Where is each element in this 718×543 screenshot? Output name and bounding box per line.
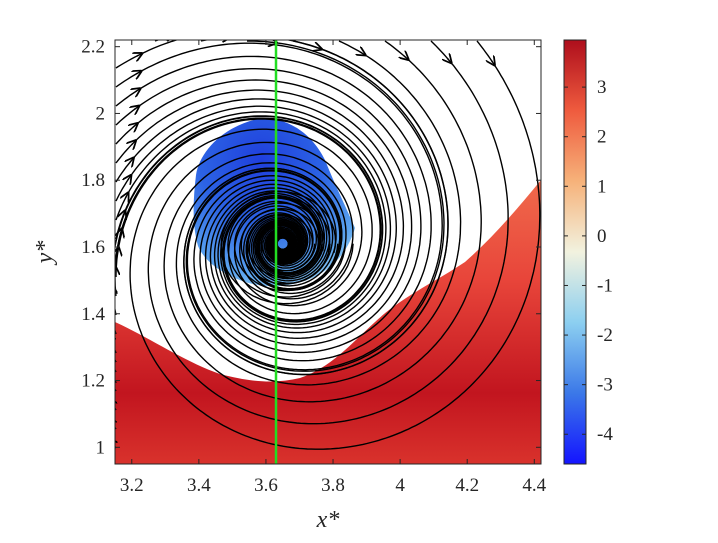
x-tick-label: 3.4: [187, 475, 211, 496]
x-tick-label: 3.8: [321, 475, 345, 496]
y-tick-label: 1.2: [81, 371, 105, 392]
streamline-arrow: [128, 178, 129, 180]
x-axis-title: x*: [316, 507, 340, 533]
y-tick-label: 2: [96, 103, 106, 124]
streamline-arrow: [111, 442, 112, 444]
streamline-arrow: [316, 47, 318, 48]
streamline-arrow: [125, 196, 126, 198]
colorbar-tick-label: -3: [597, 375, 613, 396]
colorbar-tick-label: -2: [597, 325, 613, 346]
streamline-arrow: [111, 402, 112, 404]
x-tick-label: 3.2: [120, 475, 144, 496]
y-axis-title: y*: [32, 241, 58, 266]
x-tick-label: 3.6: [254, 475, 278, 496]
y-tick-label: 1.6: [81, 237, 105, 258]
plot-area: [110, 36, 541, 464]
colorbar-tick-label: 1: [597, 176, 607, 197]
streamline-arrow: [168, 36, 170, 37]
streamline-arrow: [137, 55, 139, 56]
x-tick-label: 4.4: [522, 475, 546, 496]
streamline-arrow: [491, 60, 492, 62]
streamline-arrow: [110, 336, 111, 338]
colorbar-gradient: [564, 40, 586, 464]
streamline-arrow: [136, 73, 138, 74]
streamline-arrow: [130, 161, 131, 163]
streamline-arrow: [404, 56, 406, 57]
y-tick-label: 1.4: [81, 304, 105, 325]
streamline-arrow: [447, 58, 448, 60]
colorbar-tick-label: 3: [597, 77, 607, 98]
streamline-arrow: [110, 421, 111, 423]
colorbar-tick-label: 0: [597, 226, 607, 247]
streamline-arrow: [135, 91, 137, 92]
streamline-arrow: [134, 108, 136, 109]
x-tick-label: 4: [395, 475, 405, 496]
y-tick-label: 2.2: [81, 37, 105, 58]
y-tick-label: 1: [96, 437, 106, 458]
colorbar-tick-label: -1: [597, 275, 613, 296]
colorbar: 3 2 1 0 -1 -2 -3 -4: [564, 40, 613, 464]
y-tick-label: 1.8: [81, 170, 105, 191]
x-tick-label: 4.2: [455, 475, 479, 496]
streamline-arrow: [133, 126, 135, 127]
colorbar-tick-label: -4: [597, 424, 613, 445]
streamline-arrow: [110, 359, 111, 361]
streamline-arrow: [360, 52, 362, 53]
streamline-arrow: [110, 380, 111, 382]
streamline-arrow: [132, 143, 133, 144]
colorbar-tick-label: 2: [597, 127, 607, 148]
